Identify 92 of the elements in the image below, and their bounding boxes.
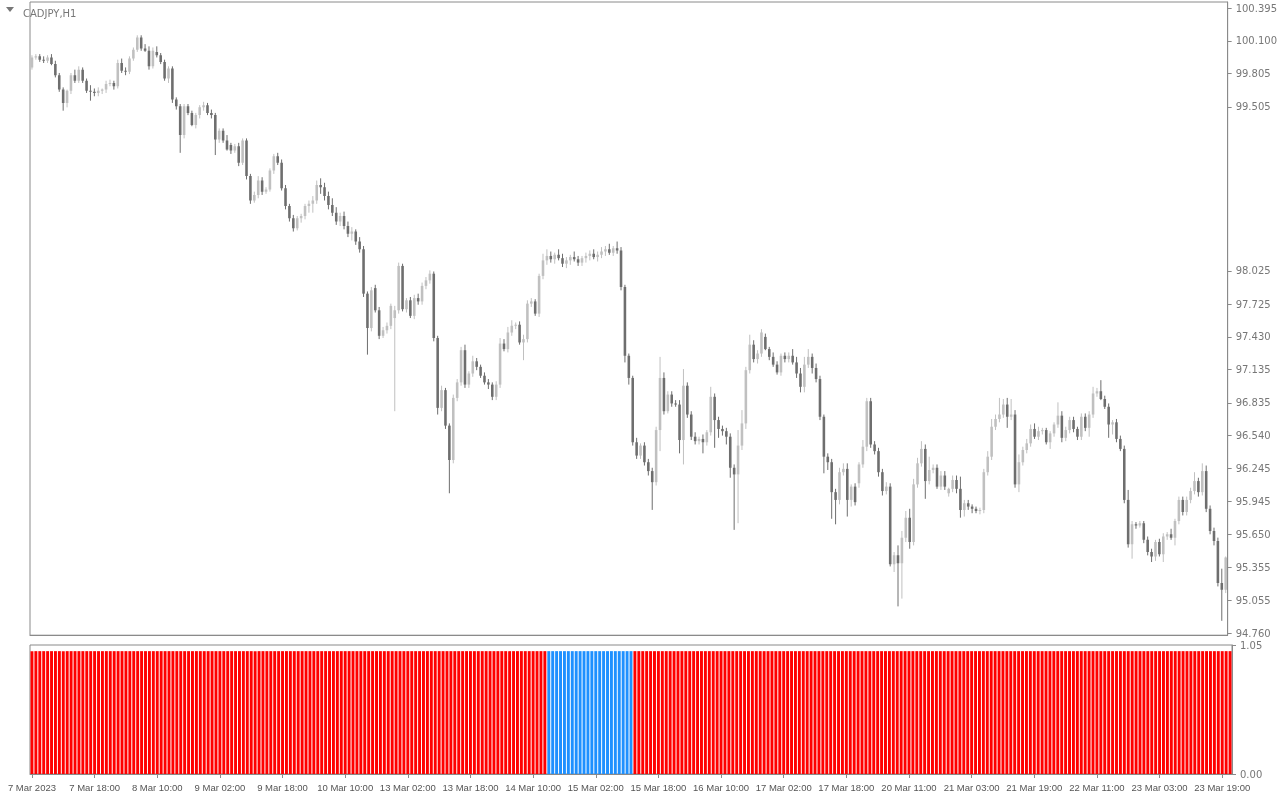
- y-tick-label: 1.05: [1240, 639, 1263, 651]
- text: CADJPY,H1: [23, 7, 77, 19]
- x-tick-label: 7 Mar 18:00: [69, 781, 120, 793]
- x-tick-label: 13 Mar 18:00: [442, 781, 499, 793]
- candlestick: [57, 72, 61, 93]
- candlestick: [1107, 402, 1110, 439]
- candlestick: [163, 59, 166, 82]
- candlestick: [1161, 532, 1165, 563]
- candlestick: [1002, 398, 1005, 419]
- x-tick-label: 9 Mar 18:00: [257, 781, 308, 793]
- y-tick-label: 100.100: [1235, 35, 1278, 47]
- candlestick: [760, 328, 763, 358]
- candlestick: [1115, 418, 1118, 443]
- candlestick: [635, 437, 638, 460]
- candlestick: [881, 468, 884, 496]
- candlestick: [241, 137, 244, 166]
- candlestick: [1201, 462, 1204, 496]
- y-tick-label: 96.540: [1235, 430, 1271, 442]
- y-tick-label: 100.395: [1235, 2, 1278, 14]
- x-tick-label: 7 Mar 2023: [7, 781, 56, 793]
- candlestick: [440, 385, 443, 412]
- candlestick: [264, 186, 268, 195]
- candlestick: [1142, 520, 1146, 544]
- y-tick-label: 95.945: [1235, 496, 1271, 508]
- y-tick-label: 99.805: [1235, 68, 1271, 80]
- candlestick: [689, 410, 693, 441]
- candlestick: [409, 296, 412, 319]
- x-tick-label: 21 Mar 03:00: [943, 781, 1000, 793]
- candlestick: [373, 284, 377, 314]
- candlestick: [643, 441, 646, 467]
- candlestick: [1146, 536, 1149, 556]
- candlestick: [284, 184, 287, 210]
- candlestick: [237, 142, 240, 167]
- x-tick-label: 15 Mar 02:00: [567, 781, 624, 793]
- y-tick-label: 95.055: [1235, 594, 1271, 606]
- y-tick-label: 95.355: [1235, 561, 1271, 573]
- candlestick: [315, 180, 319, 205]
- candlestick: [877, 447, 880, 478]
- candlestick: [1029, 424, 1032, 448]
- candlestick: [650, 467, 654, 511]
- y-tick-label: 96.835: [1235, 397, 1271, 409]
- candlestick: [1154, 539, 1157, 562]
- candlestick: [806, 348, 810, 369]
- x-tick-label: 23 Mar 19:00: [1194, 781, 1251, 793]
- x-tick-label: 20 Mar 11:00: [881, 781, 937, 793]
- x-tick-label: 15 Mar 18:00: [630, 781, 687, 793]
- candlestick: [717, 416, 720, 439]
- y-tick-label: 97.430: [1235, 331, 1271, 343]
- candlestick: [89, 84, 92, 102]
- y-tick-label: 99.505: [1235, 101, 1271, 113]
- candlestick: [920, 440, 923, 468]
- x-tick-label: 21 Mar 19:00: [1006, 781, 1063, 793]
- candlestick: [834, 488, 837, 525]
- y-tick-label: 0.00: [1240, 768, 1263, 780]
- candlestick: [256, 175, 260, 199]
- candlestick: [799, 367, 802, 393]
- candlestick: [1185, 496, 1188, 516]
- y-tick-label: 96.245: [1235, 462, 1271, 474]
- candlestick: [580, 255, 584, 267]
- x-tick-label: 10 Mar 10:00: [317, 781, 374, 793]
- candlestick: [1193, 471, 1196, 495]
- y-tick-label: 94.760: [1235, 627, 1271, 639]
- x-tick-label: 13 Mar 02:00: [379, 781, 436, 793]
- candlestick: [1005, 397, 1009, 429]
- candlestick: [986, 450, 990, 477]
- candlestick: [412, 294, 416, 320]
- x-tick-label: 14 Mar 10:00: [505, 781, 562, 793]
- candlestick: [522, 334, 525, 361]
- candlestick: [916, 457, 919, 489]
- y-tick-label: 97.135: [1235, 364, 1271, 376]
- x-tick-label: 8 Mar 10:00: [131, 781, 183, 793]
- candlestick: [998, 397, 1001, 423]
- candlestick: [959, 476, 962, 519]
- candlestick: [1181, 496, 1185, 516]
- candlestick: [393, 305, 397, 412]
- x-tick-label: 9 Mar 02:00: [194, 781, 246, 793]
- x-tick-label: 17 Mar 02:00: [755, 781, 812, 793]
- candlestick: [1197, 477, 1200, 498]
- y-tick-label: 97.725: [1235, 298, 1271, 310]
- x-tick-label: 17 Mar 18:00: [818, 781, 875, 793]
- candlestick: [518, 320, 521, 346]
- candlestick: [1080, 412, 1083, 441]
- y-tick-label: 95.650: [1235, 528, 1271, 540]
- x-tick-label: 22 Mar 11:00: [1069, 781, 1125, 793]
- x-tick-label: 23 Mar 03:00: [1131, 781, 1188, 793]
- candlestick: [713, 392, 716, 449]
- candlestick: [795, 356, 798, 379]
- y-tick-label: 98.025: [1235, 265, 1271, 277]
- candlestick: [752, 339, 755, 363]
- candlestick: [116, 59, 120, 89]
- x-tick-label: 16 Mar 10:00: [693, 781, 750, 793]
- candlestick: [803, 356, 806, 393]
